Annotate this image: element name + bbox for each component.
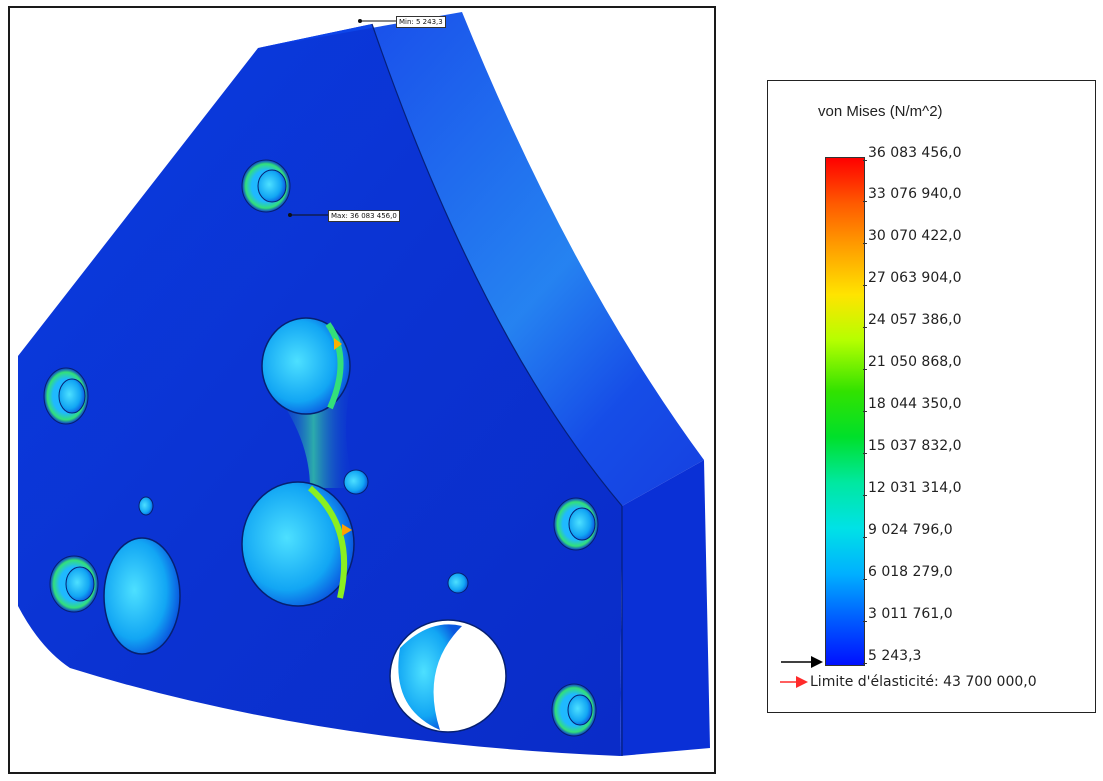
legend-tick: 21 050 868,0 bbox=[863, 354, 962, 370]
legend-tick: 18 044 350,0 bbox=[863, 396, 962, 412]
part-top-face bbox=[258, 12, 704, 506]
hole-small-1 bbox=[343, 469, 369, 495]
hole-small-2 bbox=[138, 496, 154, 516]
legend-tick: 3 011 761,0 bbox=[863, 606, 953, 622]
stress-plot-svg bbox=[18, 12, 710, 756]
legend-tick: 15 037 832,0 bbox=[863, 438, 962, 454]
legend-tick: 6 018 279,0 bbox=[863, 564, 953, 580]
hole-large-3 bbox=[103, 537, 181, 655]
hole-counterbore-1 bbox=[241, 159, 291, 213]
hole-large-4 bbox=[389, 619, 507, 733]
part-right-face bbox=[620, 460, 710, 756]
legend-tick: 24 057 386,0 bbox=[863, 312, 962, 328]
legend-tick: 9 024 796,0 bbox=[863, 522, 953, 538]
min-arrow-icon bbox=[781, 656, 823, 668]
max-callout: Max: 36 083 456,0 bbox=[328, 210, 400, 222]
yield-strength-row: Limite d'élasticité: 43 700 000,0 bbox=[780, 671, 1037, 693]
hole-large-1 bbox=[261, 317, 351, 415]
stress-plot-viewport[interactable]: Min: 5 243,3 Max: 36 083 456,0 bbox=[8, 6, 716, 774]
yield-arrow-icon bbox=[780, 676, 808, 688]
legend-colorbar bbox=[825, 157, 865, 666]
legend-tick: 5 243,3 bbox=[862, 648, 922, 664]
hole-counterbore-5 bbox=[551, 683, 597, 737]
hole-large-2 bbox=[241, 481, 355, 607]
legend-tick: 27 063 904,0 bbox=[863, 270, 962, 286]
legend-title: von Mises (N/m^2) bbox=[818, 103, 943, 120]
legend-tick: 12 031 314,0 bbox=[863, 480, 962, 496]
min-callout: Min: 5 243,3 bbox=[396, 16, 446, 28]
hole-counterbore-3 bbox=[49, 555, 99, 613]
legend-tick: 30 070 422,0 bbox=[863, 228, 962, 244]
hole-counterbore-2 bbox=[43, 367, 89, 425]
hole-small-3 bbox=[447, 572, 469, 594]
legend-tick: 36 083 456,0 bbox=[863, 145, 962, 161]
legend-tick: 33 076 940,0 bbox=[863, 186, 962, 202]
stress-legend: von Mises (N/m^2) 36 083 456,0 33 076 94… bbox=[767, 80, 1096, 713]
hole-counterbore-4 bbox=[553, 497, 599, 551]
yield-strength-label: Limite d'élasticité: 43 700 000,0 bbox=[810, 674, 1037, 690]
